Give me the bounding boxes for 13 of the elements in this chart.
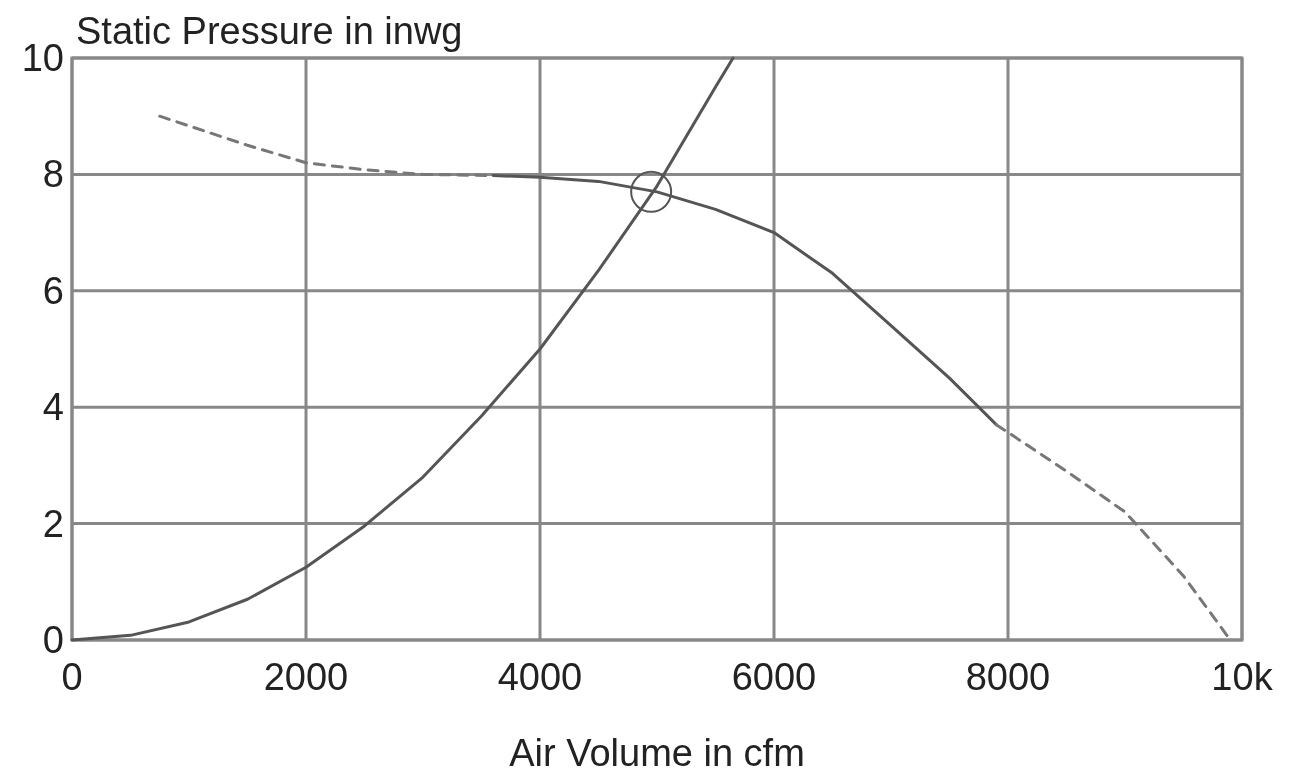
y-tick-label: 4	[42, 386, 64, 429]
y-tick-label: 10	[21, 37, 64, 79]
y-tick-label: 8	[42, 153, 64, 196]
y-tick-label: 6	[42, 269, 64, 312]
y-tick-label: 0	[42, 619, 64, 661]
x-tick-label: 4000	[497, 656, 583, 698]
x-axis-title: Air Volume in cfm	[509, 732, 805, 774]
x-tick-label: 8000	[965, 656, 1051, 698]
x-tick-label: 2000	[263, 656, 349, 698]
y-axis-title: Static Pressure in inwg	[76, 10, 463, 52]
x-tick-label: 10k	[1211, 656, 1274, 698]
x-tick-label: 6000	[731, 656, 817, 698]
y-tick-label: 2	[42, 502, 64, 545]
